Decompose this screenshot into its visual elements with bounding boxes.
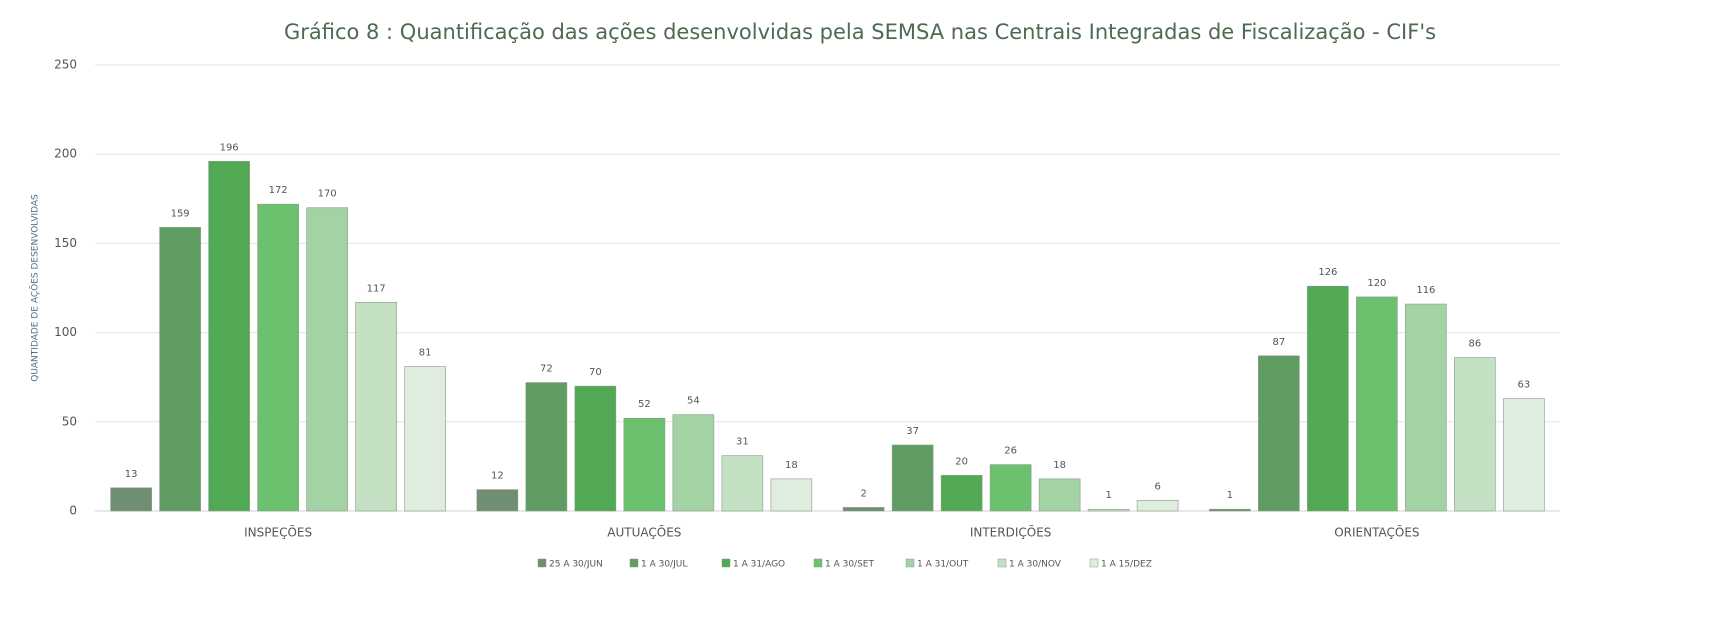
bar — [842, 507, 885, 512]
data-label: 116 — [1416, 285, 1435, 296]
x-tick-label: INSPEÇÕES — [244, 525, 312, 540]
y-tick-label: 100 — [54, 325, 77, 339]
legend-label: 1 A 30/JUL — [641, 560, 687, 570]
y-tick-label: 250 — [54, 58, 77, 72]
legend-swatch — [629, 558, 639, 568]
bar — [1087, 508, 1130, 512]
legend-label: 1 A 31/AGO — [733, 560, 785, 570]
bar — [574, 385, 617, 512]
bar — [404, 366, 446, 512]
data-label: 20 — [955, 456, 968, 467]
bar — [1136, 499, 1179, 512]
data-label: 170 — [318, 189, 337, 200]
legend-swatch — [721, 558, 731, 568]
data-label: 2 — [860, 488, 866, 499]
data-label: 87 — [1273, 337, 1286, 348]
data-label: 120 — [1367, 278, 1386, 289]
legend-swatch — [813, 558, 823, 568]
bar — [257, 203, 299, 512]
legend-swatch — [905, 558, 915, 568]
bar — [1356, 296, 1398, 512]
bar — [159, 227, 201, 512]
data-label: 159 — [171, 208, 190, 219]
y-axis-label: QUANTIDADE DE AÇÕES DESENVOLVIDAS — [29, 194, 41, 382]
data-label: 126 — [1318, 267, 1337, 278]
bar — [721, 455, 764, 512]
bar — [476, 489, 519, 512]
bar — [891, 444, 934, 512]
data-label: 172 — [269, 185, 288, 196]
legend-swatch — [1089, 558, 1099, 568]
bar — [770, 478, 813, 512]
bar — [355, 301, 397, 512]
data-label: 70 — [589, 367, 602, 378]
bar — [1038, 478, 1081, 512]
bar — [623, 417, 666, 512]
data-label: 13 — [125, 469, 138, 480]
x-tick-label: AUTUAÇÕES — [607, 525, 681, 540]
y-tick-label: 150 — [54, 236, 77, 250]
data-label: 52 — [638, 399, 651, 410]
y-tick-label: 50 — [62, 414, 77, 428]
data-label: 6 — [1154, 481, 1160, 492]
data-label: 63 — [1518, 380, 1531, 391]
bar — [1454, 357, 1496, 512]
bar — [672, 414, 715, 512]
data-label: 26 — [1004, 446, 1017, 457]
y-tick-label: 200 — [54, 147, 77, 161]
data-label: 1 — [1227, 490, 1233, 501]
bar — [989, 464, 1032, 512]
bar — [525, 382, 568, 512]
data-label: 54 — [687, 396, 700, 407]
legend-swatch — [997, 558, 1007, 568]
chart-title: Gráfico 8 : Quantificação das ações dese… — [284, 20, 1436, 44]
bar — [306, 207, 348, 512]
data-label: 86 — [1469, 339, 1482, 350]
bar — [110, 487, 152, 512]
data-label: 1 — [1105, 490, 1111, 501]
bar — [1405, 303, 1447, 512]
legend-label: 1 A 31/OUT — [917, 560, 969, 570]
data-label: 196 — [220, 142, 239, 153]
data-label: 72 — [540, 364, 553, 375]
data-label: 18 — [785, 460, 798, 471]
bar — [940, 475, 983, 512]
data-label: 81 — [419, 347, 432, 358]
data-label: 37 — [906, 426, 919, 437]
y-tick-label: 0 — [69, 504, 77, 518]
bar — [1258, 355, 1300, 512]
bar — [1307, 285, 1349, 512]
legend-label: 1 A 30/SET — [825, 560, 874, 570]
legend-label: 1 A 15/DEZ — [1101, 560, 1152, 570]
data-label: 12 — [491, 471, 504, 482]
legend-label: 1 A 30/NOV — [1009, 560, 1062, 570]
legend-label: 25 A 30/JUN — [549, 560, 603, 570]
data-label: 18 — [1053, 460, 1066, 471]
bar — [1503, 398, 1545, 512]
bar — [1209, 508, 1251, 512]
bar — [208, 161, 250, 512]
data-label: 117 — [367, 283, 386, 294]
x-tick-label: INTERDIÇÕES — [970, 525, 1052, 540]
data-label: 31 — [736, 437, 749, 448]
legend-swatch — [537, 558, 547, 568]
x-tick-label: ORIENTAÇÕES — [1334, 525, 1419, 540]
